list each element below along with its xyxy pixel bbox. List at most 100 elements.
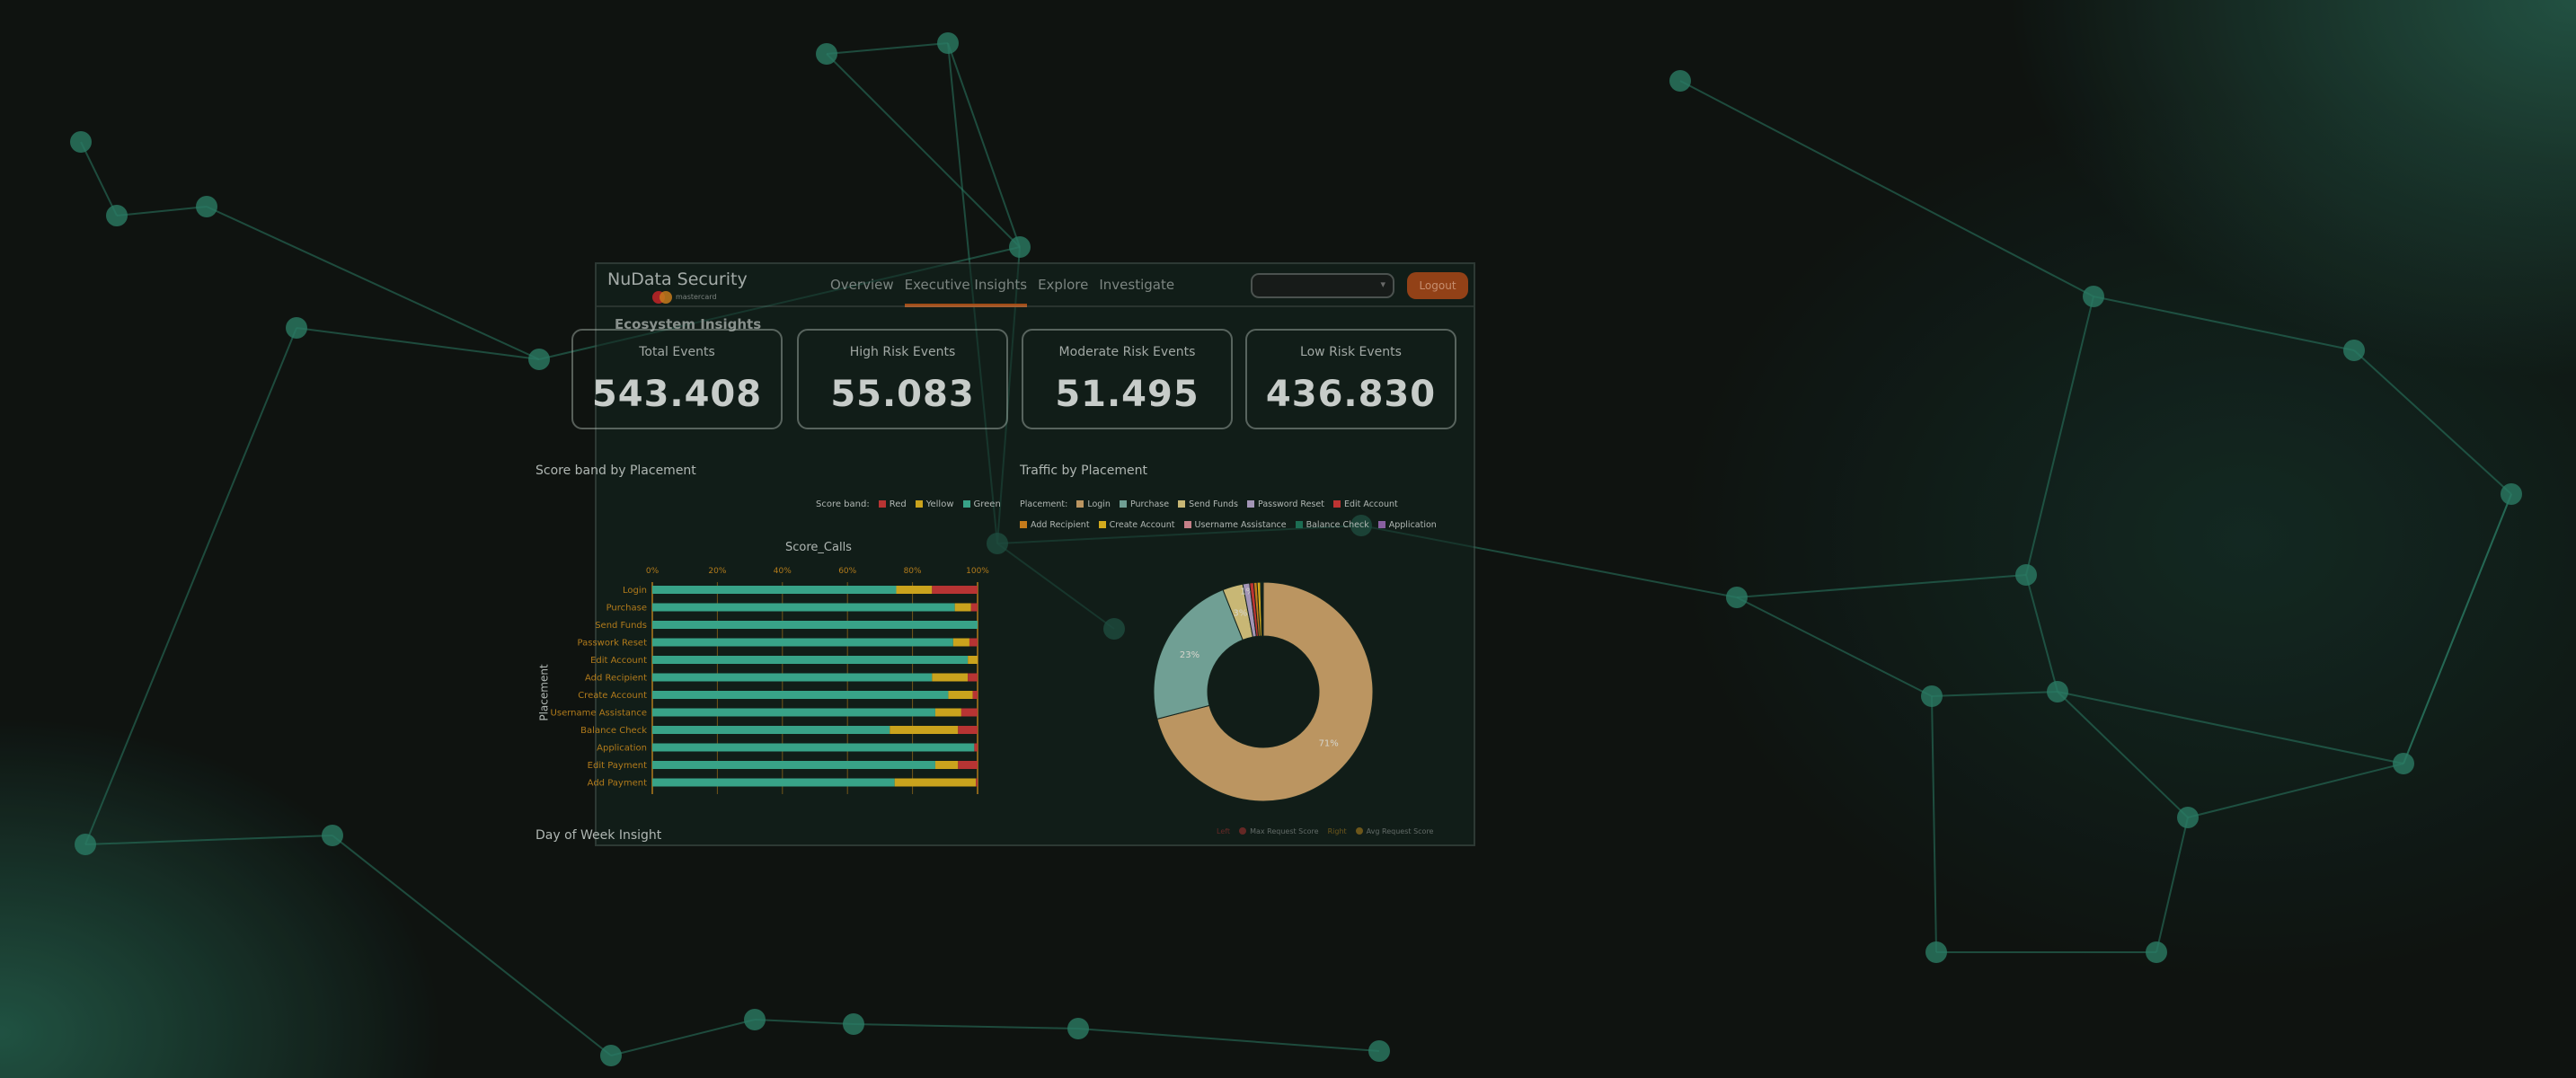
bar-segment-yellow: [934, 708, 961, 717]
network-node: [937, 32, 959, 54]
legend-item-green[interactable]: Green: [962, 499, 1001, 509]
x-tick-label: 100%: [966, 567, 989, 576]
bar-segment-yellow: [954, 603, 971, 612]
mastercard-logo-icon: [652, 291, 672, 304]
y-tick-label: Application: [597, 744, 647, 754]
header-divider: [597, 305, 1474, 307]
network-link: [2057, 691, 2189, 818]
bar-segment-green: [652, 726, 890, 734]
chevron-down-icon: ▾: [1380, 278, 1385, 290]
bar-segment-red: [958, 761, 978, 769]
legend-item-red[interactable]: Red: [878, 499, 907, 509]
network-node: [2501, 483, 2522, 505]
legend-item[interactable]: Add Recipient: [1020, 520, 1090, 530]
app-title: NuData Security: [607, 270, 748, 289]
bar-segment-green: [652, 743, 975, 752]
network-node: [1669, 70, 1691, 92]
kpi-value: 436.830: [1265, 374, 1437, 415]
bar-segment-yellow: [896, 586, 933, 594]
bar-segment-yellow: [952, 638, 969, 647]
network-node: [600, 1045, 622, 1066]
bar-segment-green: [652, 603, 955, 612]
dashboard-window: NuData Security mastercard Overview Exec…: [536, 262, 1475, 846]
x-tick-label: 80%: [904, 567, 922, 576]
network-link: [2025, 296, 2094, 576]
y-tick-label: Send Funds: [595, 621, 647, 631]
bar-segment-yellow: [934, 761, 959, 769]
donut-slice: [1261, 581, 1264, 637]
y-tick-label: Edit Payment: [588, 761, 647, 771]
legend-axis-left: Left: [1217, 827, 1231, 835]
donut-data-label: 71%: [1319, 738, 1339, 748]
legend-item-avg-request-score[interactable]: Avg Request Score: [1355, 827, 1433, 835]
y-tick-label: Create Account: [578, 691, 647, 701]
legend-item[interactable]: Application: [1377, 520, 1437, 530]
legend-item[interactable]: Login: [1076, 499, 1111, 509]
network-node: [2343, 340, 2365, 361]
kpi-label: Total Events: [639, 345, 715, 359]
x-tick-label: 40%: [774, 567, 792, 576]
network-node: [1067, 1018, 1089, 1039]
kpi-moderate-risk-events: Moderate Risk Events 51.495: [1022, 329, 1233, 429]
donut-data-label: 1%: [1240, 587, 1254, 596]
legend-axis-right: Right: [1327, 827, 1347, 835]
network-node: [2047, 681, 2068, 702]
y-tick-label: Purchase: [606, 604, 647, 614]
legend-item-yellow[interactable]: Yellow: [915, 499, 954, 509]
network-node: [528, 349, 550, 370]
network-link: [1736, 574, 2027, 598]
logout-button[interactable]: Logout: [1407, 272, 1468, 299]
legend-item[interactable]: Balance Check: [1295, 520, 1369, 530]
network-link: [2093, 296, 2355, 351]
network-node: [1726, 587, 1748, 608]
nav-executive-insights[interactable]: Executive Insights: [904, 277, 1028, 307]
x-tick-label: 20%: [708, 567, 726, 576]
bar-segment-red: [968, 673, 978, 682]
bar-segment-green: [652, 586, 897, 594]
network-link: [2187, 763, 2404, 818]
network-link: [2353, 349, 2512, 495]
bar-segment-red: [960, 708, 978, 717]
network-link: [1931, 691, 2058, 697]
network-node: [196, 196, 217, 217]
bar-segment-red: [976, 778, 978, 787]
kpi-label: Moderate Risk Events: [1058, 345, 1196, 359]
network-link: [2156, 817, 2189, 953]
legend-item[interactable]: Send Funds: [1178, 499, 1238, 509]
legend-item-max-request-score[interactable]: Max Request Score: [1239, 827, 1319, 835]
score-band-chart: 0% 20% 40% 60% 80% 100% Login Purchase Send Fund…: [551, 567, 989, 794]
section-title: Ecosystem Insights: [615, 316, 762, 332]
bar-segment-green: [652, 778, 895, 787]
x-tick-label: 60%: [838, 567, 856, 576]
bar-segment-yellow: [968, 656, 978, 664]
legend-title: Placement:: [1020, 499, 1068, 509]
legend-item[interactable]: Password Reset: [1247, 499, 1324, 509]
nav-overview[interactable]: Overview: [830, 277, 894, 293]
network-node: [2083, 286, 2104, 307]
kpi-high-risk-events: High Risk Events 55.083: [797, 329, 1008, 429]
bar-segment-green: [652, 638, 953, 647]
legend-item[interactable]: Username Assistance: [1183, 520, 1287, 530]
network-node: [322, 825, 343, 846]
network-link: [754, 1019, 854, 1025]
legend-item[interactable]: Edit Account: [1332, 499, 1398, 509]
nav-investigate[interactable]: Investigate: [1099, 277, 1175, 293]
search-dropdown[interactable]: ▾: [1251, 273, 1394, 298]
network-node: [2015, 564, 2037, 586]
network-node: [1368, 1040, 1390, 1062]
donut-slice: [1156, 581, 1374, 802]
legend-item[interactable]: Create Account: [1098, 520, 1175, 530]
network-link: [84, 835, 333, 845]
y-tick-label: Passwork Reset: [578, 639, 648, 649]
kpi-label: Low Risk Events: [1300, 345, 1402, 359]
legend-item[interactable]: Purchase: [1119, 499, 1169, 509]
network-link: [206, 206, 540, 360]
nav-explore[interactable]: Explore: [1038, 277, 1089, 293]
network-link: [1679, 80, 2094, 297]
bar-segment-yellow: [890, 726, 959, 734]
traffic-donut-chart: 71% 23% 3% 1%: [1153, 581, 1374, 802]
y-tick-label: Edit Account: [590, 656, 647, 666]
bar-segment-red: [958, 726, 978, 734]
network-node: [744, 1009, 766, 1030]
network-node: [816, 43, 837, 65]
